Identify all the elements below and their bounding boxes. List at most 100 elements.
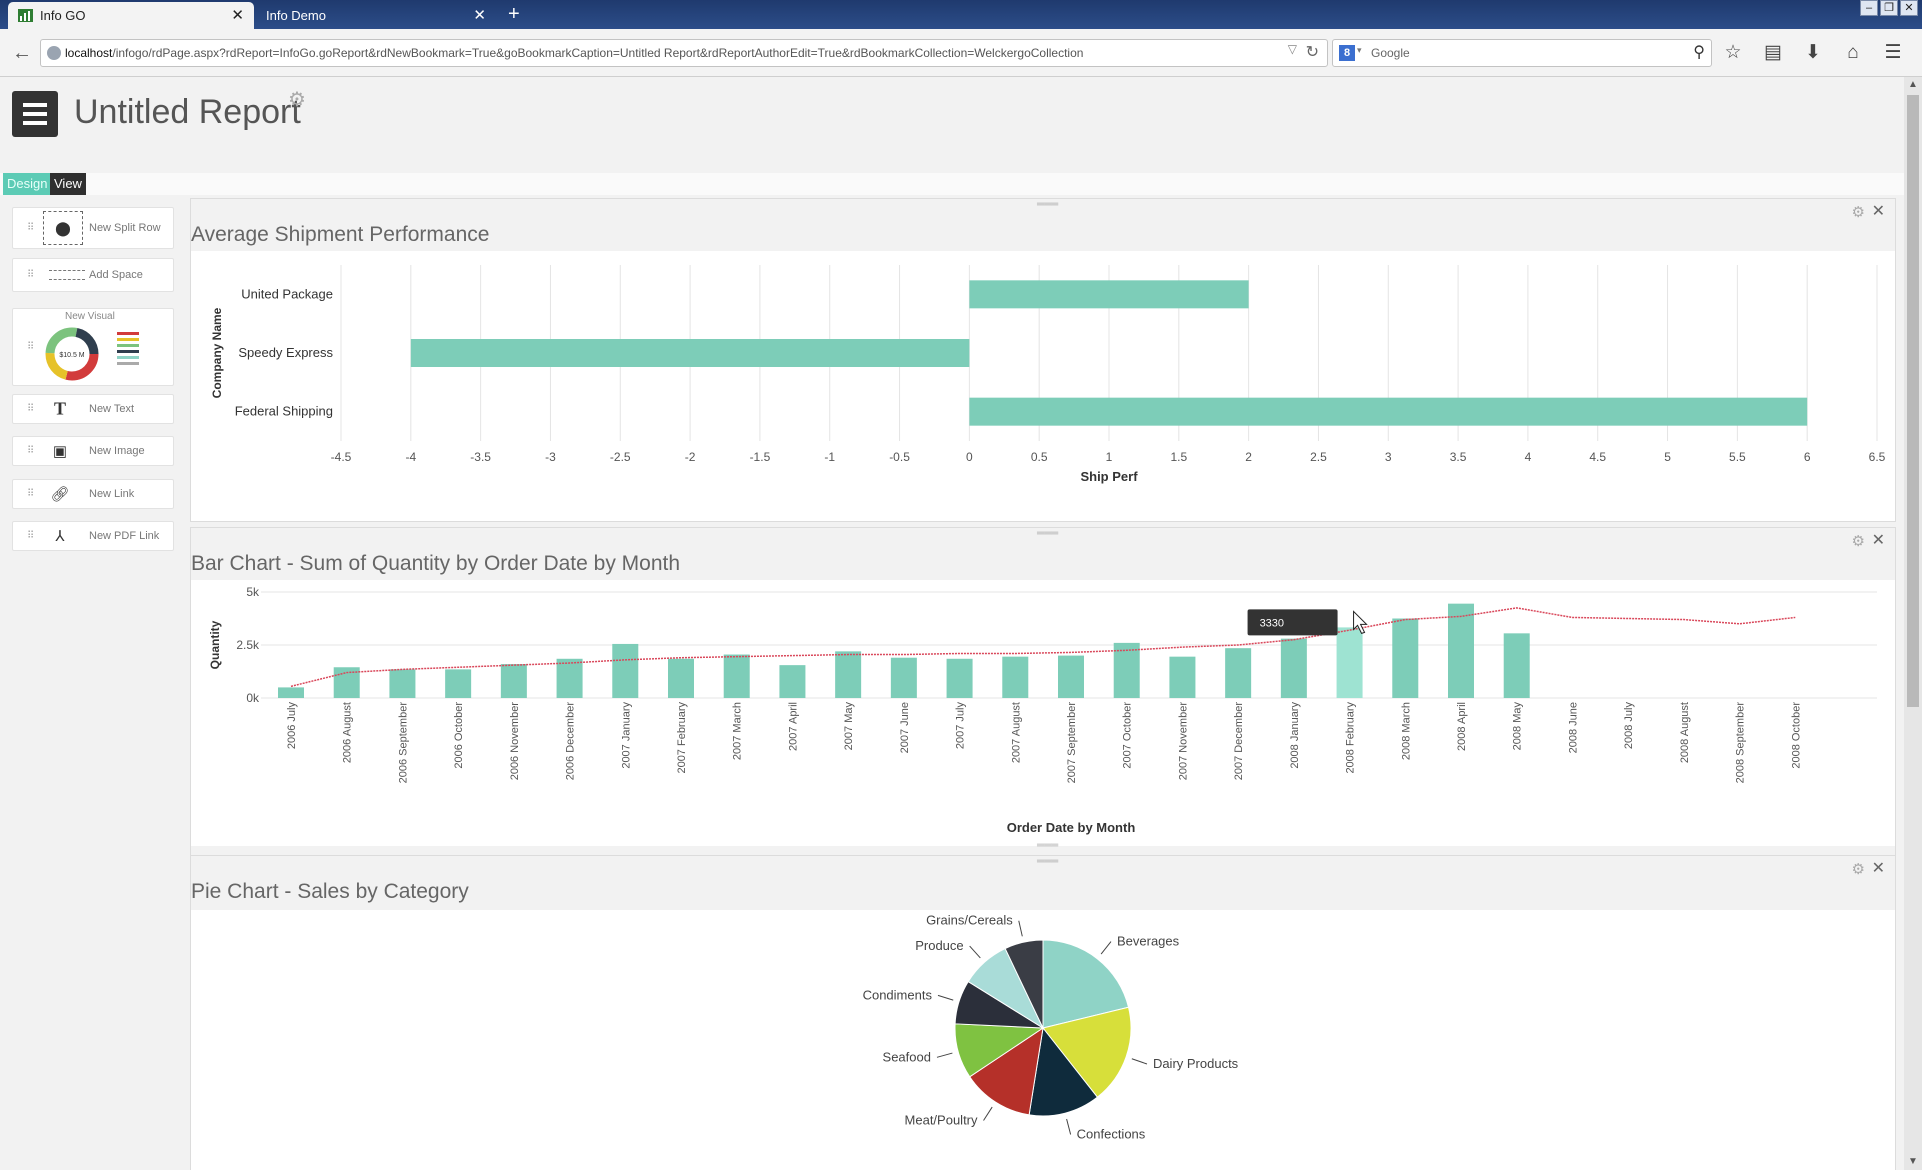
bar-2007-september <box>1058 655 1084 698</box>
x-tick-label: -2 <box>685 450 696 464</box>
bar-2006-september <box>389 669 416 698</box>
chart-title: Pie Chart - Sales by Category <box>191 880 469 903</box>
palette-new-link[interactable]: ⠿ 🔗︎ New Link <box>12 479 174 509</box>
drag-handle-icon[interactable]: ⠿ <box>27 269 34 281</box>
bar-2007-november <box>1169 656 1196 698</box>
x-tick-label: 2008 October <box>1790 702 1802 769</box>
tooltip-value: 3330 <box>1260 617 1284 629</box>
bar-speedy-express <box>410 339 970 367</box>
scroll-up-icon[interactable]: ▲ <box>1908 79 1918 90</box>
close-icon[interactable]: ✕ <box>1871 532 1885 549</box>
url-path: /infogo/rdPage.aspx?rdReport=InfoGo.goRe… <box>112 46 1084 60</box>
drag-handle-icon[interactable]: ⠿ <box>27 445 34 457</box>
search-engine-icon[interactable]: 8 <box>1339 45 1355 61</box>
main-menu-button[interactable] <box>12 91 58 137</box>
tab-label: Info GO <box>40 8 86 23</box>
x-tick-label: -3.5 <box>470 450 491 464</box>
scroll-down-icon[interactable]: ▼ <box>1908 1156 1918 1167</box>
search-input[interactable]: Google <box>1371 46 1410 60</box>
drag-handle-icon[interactable]: ⠿ <box>27 341 34 353</box>
x-tick-label: 2008 April <box>1456 702 1468 751</box>
palette-label: Add Space <box>89 269 143 281</box>
star-icon[interactable]: ☆ <box>1724 42 1742 63</box>
clipboard-icon[interactable]: ▤ <box>1764 42 1782 63</box>
tab-info-demo[interactable]: Info Demo ✕ <box>256 2 496 29</box>
mouse-cursor-icon <box>1353 610 1368 635</box>
pie-label: Condiments <box>863 987 933 1002</box>
x-tick-label: 2.5 <box>1310 450 1327 464</box>
palette-new-pdf-link[interactable]: ⠿ ⅄ New PDF Link <box>12 521 174 551</box>
address-bar[interactable]: localhost/infogo/rdPage.aspx?rdReport=In… <box>40 39 1328 67</box>
drag-handle-icon[interactable]: ⠿ <box>27 488 34 500</box>
reload-icon[interactable]: ↻ <box>1305 44 1319 61</box>
x-tick-label: 2008 July <box>1623 702 1635 750</box>
tab-design[interactable]: Design <box>3 173 52 195</box>
drag-handle-icon[interactable]: ═══ <box>1037 856 1059 867</box>
download-icon[interactable]: ⬇ <box>1805 42 1821 63</box>
bar-2008-february <box>1336 627 1363 698</box>
resize-handle-icon[interactable]: ═══ <box>1037 840 1059 851</box>
site-info-icon[interactable] <box>47 46 61 60</box>
drag-handle-icon[interactable]: ⠿ <box>27 403 34 415</box>
drag-handle-icon[interactable]: ⠿ <box>27 222 34 234</box>
x-axis-label: Ship Perf <box>1080 469 1138 484</box>
pie-leader-line <box>983 1106 993 1121</box>
back-arrow-icon[interactable]: ← <box>12 42 32 64</box>
gear-icon[interactable]: ⚙ <box>1851 861 1865 878</box>
browser-action-icons: ☆ ▤ ⬇ ⌂ ☰ <box>1722 42 1904 64</box>
hamburger-menu-icon[interactable]: ☰ <box>1884 42 1902 63</box>
bar-united-package <box>969 280 1249 309</box>
gear-icon[interactable]: ⚙ <box>288 89 306 111</box>
page-scrollbar[interactable]: ▲ ▼ <box>1904 77 1922 1170</box>
x-tick-label: -4.5 <box>331 450 352 464</box>
chart-title: Bar Chart - Sum of Quantity by Order Dat… <box>191 552 681 575</box>
x-tick-label: 1 <box>1106 450 1113 464</box>
minimize-icon[interactable]: – <box>1860 0 1878 16</box>
chevron-down-icon[interactable]: ▽ <box>1287 42 1297 56</box>
new-tab-button[interactable]: + <box>508 3 520 25</box>
palette-new-image[interactable]: ⠿ ▣ New Image <box>12 436 174 466</box>
scrollbar-thumb[interactable] <box>1907 95 1919 707</box>
close-icon[interactable]: ✕ <box>231 7 244 24</box>
bar-2007-august <box>1002 656 1029 698</box>
close-window-icon[interactable]: ✕ <box>1900 0 1918 16</box>
gear-icon[interactable]: ⚙ <box>1851 204 1865 221</box>
tab-info-go[interactable]: Info GO ✕ <box>8 2 254 29</box>
close-icon[interactable]: ✕ <box>1871 860 1885 877</box>
pie-label: Meat/Poultry <box>905 1113 978 1128</box>
search-icon[interactable]: ⚲ <box>1693 44 1705 61</box>
close-icon[interactable]: ✕ <box>473 7 486 24</box>
drag-handle-icon[interactable]: ═══ <box>1037 199 1059 210</box>
bar-2006-october <box>445 669 472 698</box>
drag-handle-icon[interactable]: ═══ <box>1037 528 1059 539</box>
split-row-icon: ⬤ <box>43 211 83 245</box>
palette-add-space[interactable]: ⠿ Add Space <box>12 258 174 292</box>
x-tick-label: -2.5 <box>610 450 631 464</box>
category-label: Federal Shipping <box>235 404 333 419</box>
bar-2008-april <box>1448 603 1474 698</box>
x-tick-label: 2007 March <box>732 702 744 760</box>
palette-new-text[interactable]: ⠿ T New Text <box>12 394 174 424</box>
search-bar[interactable]: 8 ▾ Google ⚲ <box>1332 39 1712 67</box>
x-tick-label: 2 <box>1245 450 1252 464</box>
chart-area: Beverages Dairy Products Confections Meat/P… <box>191 910 1895 1170</box>
maximize-icon[interactable]: ❐ <box>1880 0 1898 16</box>
gear-icon[interactable]: ⚙ <box>1851 533 1865 550</box>
bar-2006-december <box>556 658 583 698</box>
x-tick-label: 2008 May <box>1512 702 1524 751</box>
tab-view[interactable]: View <box>50 173 86 195</box>
report-page: Untitled Report ⚙ Design View ⠿ ⬤ New Sp… <box>0 77 1904 1170</box>
bar-federal-shipping <box>969 397 1808 426</box>
page-title[interactable]: Untitled Report <box>74 93 301 131</box>
drag-handle-icon[interactable]: ⠿ <box>27 530 34 542</box>
close-icon[interactable]: ✕ <box>1871 203 1885 220</box>
bar-2007-october <box>1113 642 1140 698</box>
palette-new-visual[interactable]: ⠿ New Visual $10.5 M <box>12 308 174 386</box>
chevron-down-icon[interactable]: ▾ <box>1357 45 1362 55</box>
x-tick-label: 2007 April <box>787 702 799 751</box>
x-tick-label: 2006 August <box>342 702 354 763</box>
palette-new-split-row[interactable]: ⠿ ⬤ New Split Row <box>12 207 174 249</box>
home-icon[interactable]: ⌂ <box>1847 42 1859 63</box>
bar-2008-may <box>1503 633 1530 698</box>
pie-label: Confections <box>1077 1126 1146 1141</box>
